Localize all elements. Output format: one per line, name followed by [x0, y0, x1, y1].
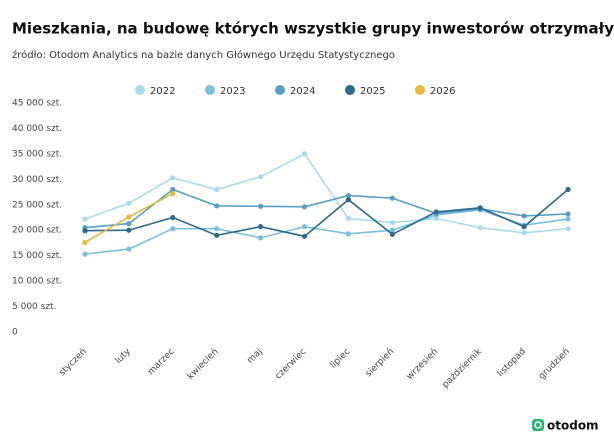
- x-tick-label: styczeń: [57, 347, 88, 378]
- data-point: [82, 251, 88, 257]
- x-tick-label: listopad: [496, 347, 528, 379]
- legend-label: 2026: [430, 86, 455, 97]
- data-point: [433, 209, 439, 215]
- x-tick-label: luty: [114, 346, 134, 366]
- y-tick-label: 0: [12, 328, 18, 338]
- data-point: [565, 216, 571, 222]
- data-point: [301, 151, 308, 157]
- series-line: [84, 188, 569, 229]
- data-point: [214, 186, 220, 193]
- x-tick-label: październik: [441, 346, 485, 390]
- data-point: [433, 215, 439, 222]
- y-tick-label: 25 000 szt.: [12, 200, 62, 210]
- legend-label: 2022: [150, 86, 175, 97]
- data-point: [258, 174, 264, 180]
- data-point: [389, 231, 395, 237]
- data-point: [345, 215, 352, 222]
- y-tick-label: 30 000 szt.: [12, 175, 62, 185]
- x-tick-label: wrzesień: [405, 347, 440, 382]
- x-tick-label: marzec: [146, 347, 177, 378]
- data-point: [477, 225, 483, 231]
- data-point: [301, 204, 308, 210]
- series-line: [84, 188, 569, 238]
- legend-label: 2024: [290, 86, 315, 97]
- series-line: [84, 152, 569, 234]
- logo-icon-ring: [534, 421, 542, 429]
- chart-title: Mieszkania, na budowę których wszystkie …: [12, 20, 614, 38]
- data-point: [214, 203, 220, 209]
- data-point: [565, 186, 571, 193]
- legend-label: 2025: [360, 86, 385, 97]
- data-point: [170, 190, 176, 197]
- data-point: [82, 228, 88, 234]
- data-point: [389, 195, 395, 201]
- data-point: [82, 216, 88, 222]
- data-point: [565, 226, 571, 232]
- x-tick-label: lipiec: [329, 347, 353, 371]
- data-point: [170, 226, 176, 232]
- y-tick-label: 15 000 szt.: [12, 251, 62, 261]
- x-tick-label: grudzień: [537, 347, 572, 382]
- data-point: [126, 227, 132, 233]
- legend-marker: [205, 85, 215, 95]
- data-point: [301, 224, 308, 230]
- data-point: [170, 186, 176, 193]
- legend-marker: [275, 85, 285, 95]
- data-point: [170, 175, 176, 181]
- data-point: [214, 232, 220, 238]
- data-point: [389, 219, 395, 226]
- data-point: [345, 231, 352, 237]
- data-point: [126, 200, 132, 206]
- y-tick-label: 20 000 szt.: [12, 226, 62, 236]
- series-line: [84, 209, 569, 255]
- legend-label: 2023: [220, 86, 245, 97]
- chart-subtitle: źródło: Otodom Analytics na bazie danych…: [12, 49, 395, 61]
- legend-marker: [345, 85, 355, 95]
- data-point: [565, 211, 571, 217]
- data-point: [170, 214, 176, 221]
- x-tick-label: maj: [246, 347, 265, 366]
- y-tick-label: 45 000 szt.: [12, 99, 62, 109]
- y-tick-label: 40 000 szt.: [12, 124, 62, 134]
- data-point: [345, 193, 352, 199]
- data-point: [126, 246, 132, 252]
- y-tick-label: 5 000 szt.: [12, 302, 56, 312]
- data-point: [301, 233, 308, 239]
- data-point: [258, 203, 264, 209]
- data-point: [521, 224, 527, 230]
- y-tick-label: 10 000 szt.: [12, 277, 62, 287]
- logo: otodom: [547, 419, 599, 433]
- data-point: [214, 226, 220, 232]
- legend-marker: [415, 85, 425, 95]
- data-point: [126, 221, 132, 227]
- logo-icon: [532, 419, 544, 431]
- data-point: [521, 230, 527, 236]
- data-point: [126, 214, 132, 220]
- data-point: [521, 213, 527, 219]
- data-point: [389, 227, 395, 233]
- data-point: [477, 205, 483, 211]
- data-point: [82, 239, 88, 246]
- data-point: [345, 197, 352, 203]
- x-tick-label: kwiecień: [186, 347, 221, 382]
- data-point: [258, 224, 264, 230]
- x-tick-label: sierpień: [364, 347, 396, 379]
- y-tick-label: 35 000 szt.: [12, 149, 62, 159]
- data-point: [258, 235, 264, 241]
- legend-marker: [135, 85, 145, 95]
- x-tick-label: czerwiec: [274, 347, 309, 382]
